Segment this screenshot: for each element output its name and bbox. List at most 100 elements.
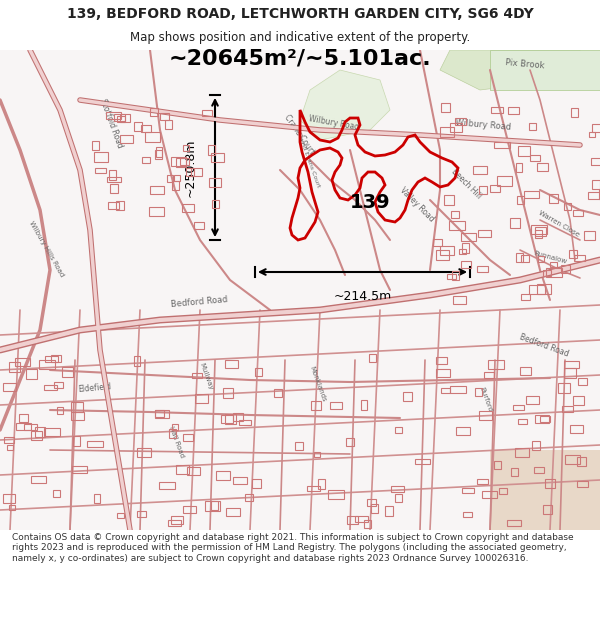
Bar [19, 414, 28, 422]
Bar [532, 441, 539, 450]
Bar [521, 294, 530, 299]
Bar [451, 211, 458, 218]
Bar [71, 402, 83, 411]
Bar [169, 429, 176, 438]
Bar [170, 157, 185, 166]
Bar [461, 234, 476, 241]
Bar [141, 125, 151, 132]
Bar [150, 108, 158, 116]
Bar [564, 202, 571, 210]
Bar [94, 494, 100, 504]
Bar [453, 296, 466, 304]
Bar [436, 250, 449, 259]
Bar [507, 519, 521, 526]
Bar [385, 506, 393, 516]
Bar [62, 368, 73, 377]
Bar [574, 255, 585, 261]
Bar [592, 181, 600, 189]
Bar [491, 106, 503, 112]
Bar [109, 170, 116, 180]
Bar [577, 481, 589, 488]
Bar [346, 438, 354, 446]
Text: ~20645m²/~5.101ac.: ~20645m²/~5.101ac. [169, 48, 431, 68]
Bar [477, 266, 488, 272]
Bar [573, 396, 584, 404]
Bar [550, 262, 557, 268]
Bar [16, 422, 31, 431]
Bar [225, 414, 236, 424]
Text: Warren Close: Warren Close [538, 210, 581, 238]
Bar [535, 230, 542, 238]
Bar [538, 256, 544, 262]
Bar [176, 158, 186, 168]
Bar [490, 185, 500, 192]
Text: 139: 139 [350, 192, 391, 211]
Bar [142, 157, 149, 163]
Bar [441, 388, 450, 393]
Bar [535, 228, 546, 236]
Bar [245, 494, 253, 501]
Bar [35, 427, 45, 437]
Bar [537, 162, 548, 171]
Bar [563, 368, 575, 378]
Bar [578, 378, 587, 385]
Bar [355, 516, 368, 522]
Bar [8, 505, 15, 510]
Bar [174, 175, 180, 181]
Bar [537, 284, 551, 294]
Bar [577, 457, 586, 466]
Bar [113, 114, 125, 121]
Bar [543, 505, 553, 514]
Bar [107, 177, 121, 182]
Bar [436, 369, 451, 378]
Bar [56, 408, 64, 414]
Text: Wilbury Road: Wilbury Road [455, 118, 511, 132]
Bar [239, 420, 251, 425]
Bar [441, 103, 450, 112]
Bar [482, 491, 497, 498]
Bar [26, 369, 37, 379]
Bar [208, 146, 215, 155]
Bar [534, 467, 544, 472]
Bar [526, 396, 539, 404]
Bar [517, 196, 524, 204]
Bar [488, 360, 503, 369]
Bar [202, 110, 212, 116]
Bar [361, 400, 367, 409]
Text: Beech Hill: Beech Hill [450, 167, 484, 200]
Bar [72, 466, 88, 472]
Bar [513, 405, 524, 411]
Bar [440, 246, 454, 254]
Bar [318, 479, 325, 489]
Bar [4, 437, 14, 443]
Bar [205, 501, 220, 511]
Text: Mullway: Mullway [198, 362, 214, 391]
Bar [155, 410, 164, 418]
Bar [233, 477, 247, 484]
Bar [31, 431, 43, 439]
Bar [592, 158, 600, 165]
Bar [457, 427, 470, 434]
Bar [511, 468, 518, 476]
Text: Crane Court: Crane Court [282, 113, 316, 156]
Text: Wilbury Hills Road: Wilbury Hills Road [28, 220, 65, 278]
Text: Monklands: Monklands [308, 366, 326, 403]
Bar [187, 466, 200, 475]
Bar [118, 513, 124, 518]
Bar [254, 369, 262, 376]
Bar [477, 479, 488, 484]
Bar [134, 122, 142, 131]
Bar [490, 50, 600, 90]
Bar [544, 271, 551, 276]
Bar [183, 145, 190, 151]
Bar [164, 120, 172, 129]
Bar [4, 382, 16, 391]
Bar [221, 415, 233, 422]
Bar [347, 516, 358, 524]
Bar [149, 208, 164, 216]
Bar [521, 254, 529, 261]
Bar [71, 412, 84, 419]
Bar [520, 368, 532, 375]
Bar [451, 124, 462, 132]
Bar [589, 132, 595, 137]
